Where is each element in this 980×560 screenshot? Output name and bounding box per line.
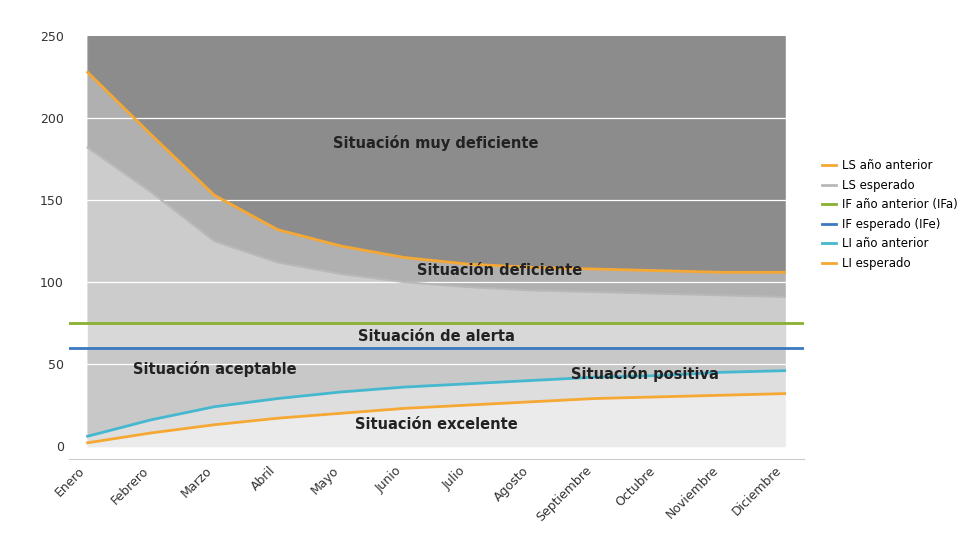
Text: Situación de alerta: Situación de alerta <box>358 329 514 344</box>
Text: Situación deficiente: Situación deficiente <box>416 263 582 278</box>
Text: Situación aceptable: Situación aceptable <box>132 361 296 377</box>
Text: Situación excelente: Situación excelente <box>355 417 517 432</box>
Legend: LS año anterior, LS esperado, IF año anterior (IFa), IF esperado (IFe), LI año a: LS año anterior, LS esperado, IF año ant… <box>817 155 962 274</box>
Text: Situación positiva: Situación positiva <box>571 366 719 382</box>
Text: Situación muy deficiente: Situación muy deficiente <box>333 135 539 151</box>
